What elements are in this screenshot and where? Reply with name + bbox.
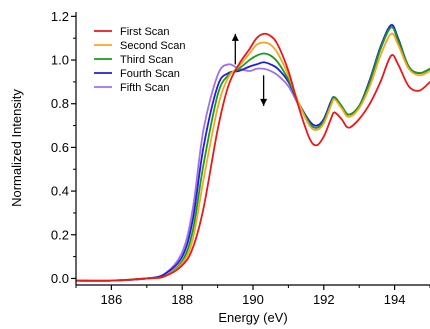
x-tick-label: 188 — [171, 292, 193, 307]
series-group — [76, 24, 430, 282]
legend-label: Second Scan — [120, 40, 185, 52]
y-axis-label: Normalized Intensity — [9, 89, 24, 207]
series-line-1 — [76, 32, 430, 282]
x-tick-label: 186 — [101, 292, 123, 307]
y-tick-label: 1.2 — [51, 9, 69, 24]
y-tick-label: 0.4 — [51, 184, 69, 199]
y-tick-label: 0.6 — [51, 140, 69, 155]
arrow-down-icon — [260, 98, 268, 106]
legend: First Scan Second Scan Third Scan Fourth Sc… — [94, 26, 185, 94]
legend-label: First Scan — [120, 26, 170, 38]
x-tick-label: 190 — [242, 292, 264, 307]
y-tick-label: 0.8 — [51, 96, 69, 111]
y-tick-label: 0.0 — [51, 271, 69, 286]
arrow-annotations — [231, 33, 268, 106]
legend-label: Third Scan — [120, 54, 173, 66]
legend-label: Fourth Scan — [120, 68, 180, 80]
y-tick-label: 0.2 — [51, 227, 69, 242]
x-tick-label: 192 — [313, 292, 335, 307]
x-tick-label: 194 — [384, 292, 406, 307]
x-axis-label: Energy (eV) — [218, 310, 287, 325]
x-ticks: 186 188 190 192 194 — [75, 285, 430, 307]
legend-label: Fifth Scan — [120, 82, 170, 94]
plot-area — [76, 12, 430, 285]
y-ticks: 0.0 0.2 0.4 0.6 0.8 1.0 1.2 — [51, 9, 76, 286]
arrow-up-icon — [231, 33, 239, 41]
y-tick-label: 1.0 — [51, 53, 69, 68]
